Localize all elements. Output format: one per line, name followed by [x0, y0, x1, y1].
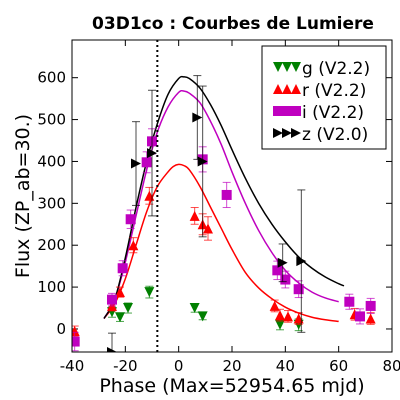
axis-ticks: -40 -20 0 20 40 60 80 0 100 200 300 400 500 600: [37, 40, 400, 375]
data-point: [128, 240, 139, 251]
x-tick-label: 0: [174, 357, 184, 375]
series-1: [72, 186, 376, 337]
x-axis-label: Phase (Max=52954.65 mjd): [99, 375, 364, 397]
data-point: [189, 210, 200, 221]
data-point: [72, 336, 80, 347]
y-tick-label: 600: [37, 69, 66, 87]
data-point: [365, 313, 376, 324]
data-point: [123, 303, 133, 314]
data-point: [131, 158, 141, 169]
legend-label: i (V2.2): [302, 103, 364, 123]
data-point: [117, 263, 128, 274]
data-point: [293, 284, 304, 295]
x-tick-label: -20: [113, 357, 138, 375]
data-point: [72, 326, 80, 337]
data-point: [197, 156, 208, 167]
y-tick-label: 500: [37, 111, 66, 129]
x-tick-label: 80: [382, 357, 400, 375]
data-point: [147, 148, 157, 159]
legend-marker: [273, 84, 283, 94]
y-tick-label: 200: [37, 236, 66, 254]
legend-marker: [282, 84, 292, 94]
x-tick-label: -40: [60, 357, 85, 375]
legend-marker: [273, 106, 283, 116]
data-point: [275, 310, 285, 321]
data-point: [203, 223, 213, 234]
series-3: [107, 75, 307, 352]
legend-label: z (V2.0): [302, 125, 368, 145]
data-point: [355, 311, 365, 322]
data-point: [283, 311, 293, 322]
data-point: [141, 157, 152, 168]
fit-curve-0: [103, 163, 339, 323]
y-tick-label: 400: [37, 152, 66, 170]
y-axis-label: Flux (ZP_ab=30.): [12, 114, 34, 278]
legend-marker: [273, 128, 283, 138]
data-point: [192, 112, 203, 123]
data-point: [115, 287, 125, 298]
data-point: [277, 257, 288, 268]
legend-marker: [291, 62, 301, 72]
data-point: [125, 214, 136, 225]
x-tick-label: 60: [329, 357, 348, 375]
legend: g (V2.2)r (V2.2)i (V2.2)z (V2.0): [261, 45, 387, 150]
data-point: [107, 294, 117, 305]
data-point: [107, 347, 117, 352]
data-point: [269, 300, 280, 311]
legend-label: g (V2.2): [302, 59, 370, 79]
legend-marker: [291, 106, 301, 116]
data-point: [296, 256, 307, 267]
data-point: [144, 287, 155, 298]
legend-label: r (V2.2): [302, 81, 366, 101]
legend-marker: [273, 62, 283, 72]
data-point: [115, 312, 125, 323]
data-point: [221, 189, 232, 200]
data-points: [72, 75, 376, 352]
legend-marker: [291, 128, 301, 138]
legend-marker: [282, 62, 292, 72]
y-tick-label: 100: [37, 278, 66, 296]
data-point: [280, 274, 291, 285]
legend-marker: [291, 84, 301, 94]
legend-marker: [282, 106, 292, 116]
data-point: [272, 265, 283, 276]
data-point: [197, 311, 208, 322]
data-point: [344, 296, 355, 307]
x-tick-label: 40: [276, 357, 295, 375]
chart-title: 03D1co : Courbes de Lumiere: [92, 14, 374, 34]
x-tick-label: 20: [222, 357, 241, 375]
fit-curve-1: [103, 89, 339, 319]
data-point: [275, 319, 285, 330]
y-tick-label: 300: [37, 194, 66, 212]
legend-marker: [282, 128, 292, 138]
y-tick-label: 0: [56, 320, 66, 338]
data-point: [365, 300, 376, 311]
data-point: [189, 303, 200, 314]
plot-frame: [71, 39, 393, 353]
